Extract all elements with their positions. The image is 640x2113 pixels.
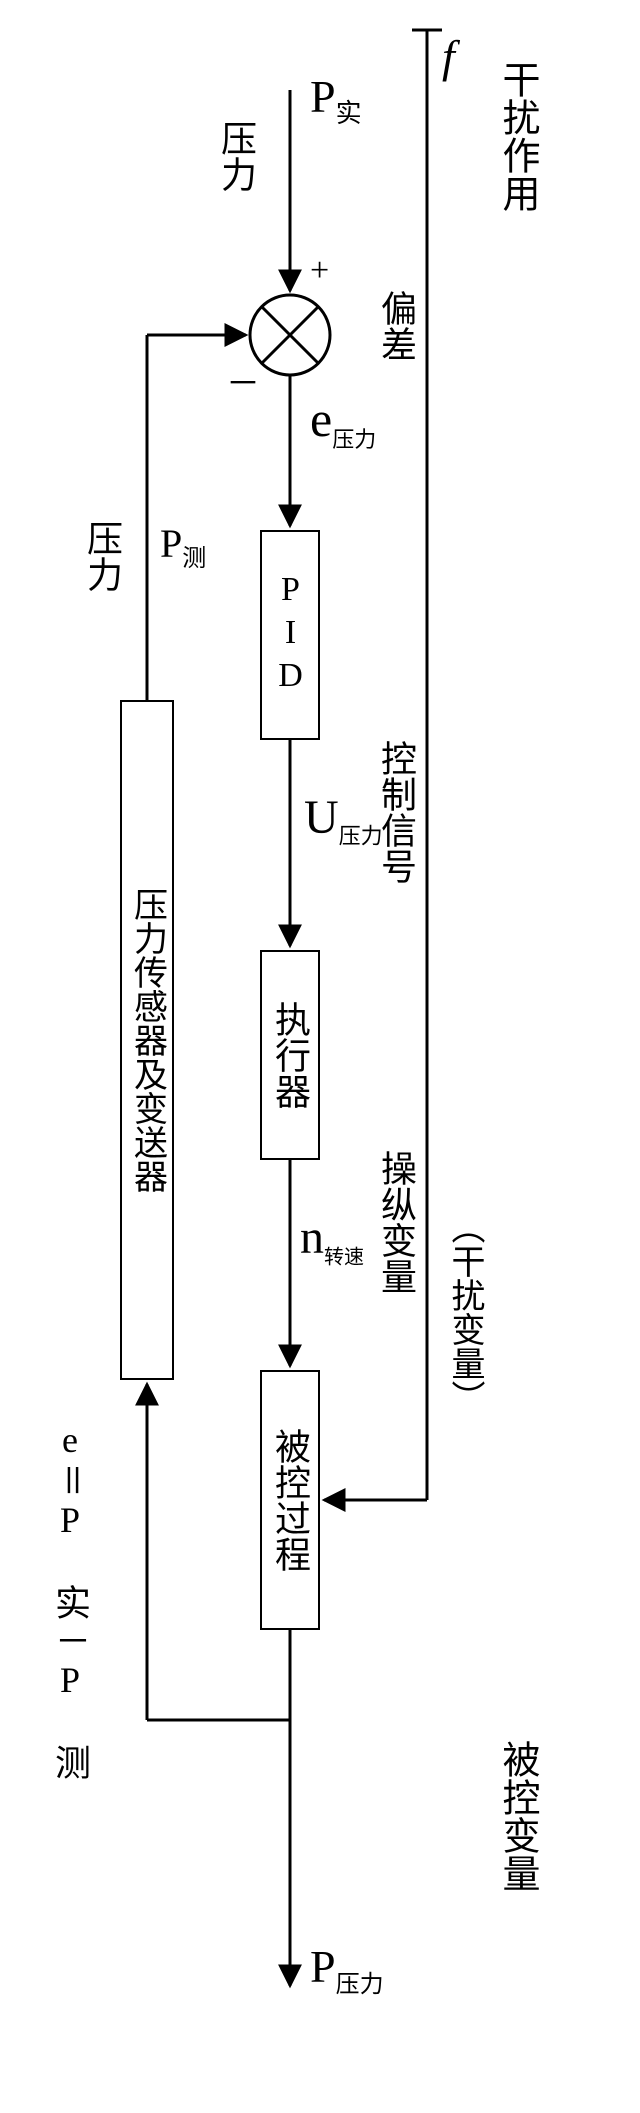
label-setpoint-sym: P实: [310, 70, 362, 130]
block-sensor-label: 压力传感器及变送器: [123, 887, 172, 1193]
setpoint-sub: 实: [336, 99, 362, 128]
label-equation: e＝P 实－P 测: [44, 1420, 96, 1782]
feedback-sub: 测: [182, 546, 206, 572]
block-actuator-label: 执行器: [264, 1001, 316, 1109]
label-sum-plus: +: [310, 252, 329, 290]
block-pid-label: PID: [271, 571, 309, 700]
label-setpoint-word: 压力: [210, 120, 262, 192]
ctrl-U: U: [304, 791, 339, 844]
block-actuator: 执行器: [260, 950, 320, 1160]
label-output-sym: P压力: [310, 1940, 384, 1999]
label-feedback-sym: P测: [160, 520, 206, 573]
label-sum-minus: －: [226, 356, 260, 405]
feedback-P: P: [160, 521, 182, 566]
ctrl-sub: 压力: [339, 824, 383, 849]
label-manip-title: 操纵变量: [370, 1150, 422, 1294]
label-disturb-sym: f: [442, 30, 455, 83]
label-feedback-word: 压力: [76, 520, 128, 592]
block-pid: PID: [260, 530, 320, 740]
label-error-sym: e压力: [310, 390, 376, 454]
error-e: e: [310, 391, 332, 447]
manip-sub: 转速: [324, 1247, 364, 1269]
label-disturb-title: 干扰作用: [490, 60, 545, 212]
error-sub: 压力: [332, 427, 376, 452]
block-plant: 被控过程: [260, 1370, 320, 1630]
summing-junction: [250, 295, 330, 375]
output-sub: 压力: [336, 1972, 384, 1998]
label-error-title: 偏差: [370, 290, 422, 362]
block-plant-label: 被控过程: [264, 1428, 316, 1572]
output-P: P: [310, 1941, 336, 1992]
setpoint-P: P: [310, 71, 336, 122]
label-ctrl-sym: U压力: [304, 790, 383, 851]
label-disturb-var: （干扰变量）: [440, 1210, 489, 1414]
label-manip-sym: n转速: [300, 1210, 364, 1270]
manip-n: n: [300, 1211, 324, 1264]
block-sensor: 压力传感器及变送器: [120, 700, 174, 1380]
label-output-title: 被控变量: [490, 1740, 545, 1892]
